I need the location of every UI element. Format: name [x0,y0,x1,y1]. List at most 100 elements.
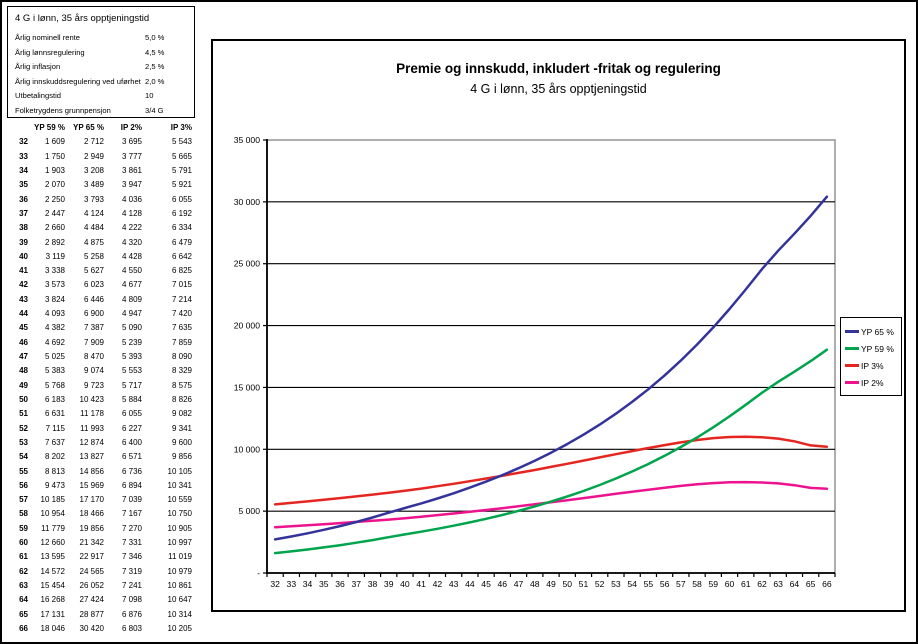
table-cell: 59 [19,523,28,533]
x-axis-label: 43 [449,579,459,589]
table-cell: 9 082 [171,409,192,419]
table-cell: 7 214 [171,294,192,304]
table-cell: 11 178 [80,409,104,419]
parameter-row: Årlig inflasjon 2,5 % [15,60,189,75]
table-cell: 10 205 [167,623,192,633]
table-cell: 6 446 [83,294,104,304]
table-cell: 3 119 [45,251,65,261]
table-cell: 49 [19,380,28,390]
legend-label: IP 2% [861,377,884,388]
series-line [273,195,829,541]
table-cell: 7 331 [121,538,142,548]
x-axis-label: 40 [400,579,410,589]
parameter-label: Årlig nominell rente [15,33,80,42]
table-cell: 10 105 [167,466,192,476]
x-axis-label: 57 [676,579,686,589]
table-cell: 10 185 [40,495,65,505]
table-row: 35 2 070 3 489 3 947 5 921 [12,178,194,192]
table-cell: 6 023 [83,280,104,290]
x-axis-label: 61 [741,579,751,589]
parameters-title: 4 G i lønn, 35 års opptjeningstid [15,13,150,24]
table-cell: 14 572 [40,566,65,576]
table-cell: 62 [19,566,28,576]
table-row: 52 7 115 11 993 6 227 9 341 [12,422,194,436]
parameter-row: Utbetalingstid 10 [15,89,189,104]
table-cell: 6 479 [171,237,192,247]
table-cell: 9 723 [83,380,104,390]
table-cell: 4 875 [83,237,104,247]
pension-data-table: YP 59 % YP 65 % IP 2% IP 3% 32 1 609 2 712 3 6… [12,121,194,636]
x-axis-label: 60 [725,579,735,589]
x-axis-label: 35 [319,579,329,589]
legend-item: YP 59 % [845,340,899,357]
chart-subtitle: 4 G i lønn, 35 års opptjeningstid [470,82,647,96]
table-cell: 63 [19,581,28,590]
table-cell: 3 208 [83,165,104,175]
table-cell: 6 803 [121,623,142,633]
table-cell: 5 921 [171,180,192,190]
table-cell: 5 553 [121,366,142,376]
table-cell: 47 [19,352,28,361]
table-row: 64 16 268 27 424 7 098 10 647 [12,593,194,607]
table-row: 45 4 382 7 387 5 090 7 635 [12,321,194,335]
table-cell: 10 861 [167,581,192,590]
x-axis-label: 46 [498,579,508,589]
table-cell: 6 876 [121,609,142,619]
parameter-label: Årlig innskuddsregulering ved uførhet [15,76,141,86]
parameter-row: Folketrygdens grunnpensjon 3/4 G [15,104,189,119]
table-row: 63 15 454 26 052 7 241 10 861 [12,579,194,593]
table-cell: 5 090 [121,323,142,333]
legend-item: IP 3% [845,357,899,374]
x-axis-label: 48 [530,579,540,589]
x-axis-label: 45 [481,579,491,589]
table-cell: 56 [19,480,28,490]
table-cell: 4 809 [121,294,142,304]
table-cell: 6 642 [171,251,192,261]
table-cell: 11 779 [41,523,65,533]
table-row: 39 2 892 4 875 4 320 6 479 [12,236,194,250]
table-header-cell: YP 59 % [34,123,65,132]
table-row: 57 10 185 17 170 7 039 10 559 [12,493,194,507]
table-cell: 4 382 [44,323,65,333]
table-cell: 17 131 [40,609,65,619]
table-header-cells: YP 59 % YP 65 % IP 2% IP 3% [12,121,194,135]
table-cell: 4 550 [121,266,142,276]
table-cell: 6 055 [121,409,142,419]
table-row: 40 3 119 5 258 4 428 6 642 [12,250,194,264]
table-row: 34 1 903 3 208 3 861 5 791 [12,164,194,178]
table-cell: 35 [19,180,28,190]
chart-frame[interactable]: Premie og innskudd, inkludert -fritak og… [211,39,906,612]
table-cell: 5 393 [121,352,142,361]
x-axis-label: 62 [757,579,767,589]
parameter-label: Folketrygdens grunnpensjon [15,105,111,115]
x-axis-label: 56 [660,579,670,589]
legend-line-swatch-icon [845,330,859,333]
table-cell: 21 342 [79,538,104,548]
table-row: 59 11 779 19 856 7 270 10 905 [12,522,194,536]
y-axis-label: 25 000 [234,259,261,269]
table-cell: 6 055 [171,194,192,204]
x-axis-label: 38 [368,579,378,589]
table-cell: 7 637 [44,437,65,447]
table-row: 38 2 660 4 484 4 222 6 334 [12,221,194,235]
table-cell: 7 270 [121,523,142,533]
table-row: 36 2 250 3 793 4 036 6 055 [12,193,194,207]
table-cell: 4 677 [121,280,142,290]
table-cell: 15 969 [79,480,104,490]
table-cell: 2 892 [44,237,65,247]
legend-label: YP 59 % [861,343,894,354]
table-cell: 6 227 [121,423,142,433]
table-cell: 38 [19,223,28,233]
table-cell: 8 813 [44,466,65,476]
table-cell: 37 [19,208,28,218]
chart-legend[interactable]: YP 65 % YP 59 % IP 3% IP 2% [840,317,902,396]
table-cell: 16 268 [40,595,65,605]
legend-line-swatch-icon [845,364,859,367]
table-cell: 7 241 [121,581,142,590]
chart-title: Premie og innskudd, inkludert -fritak og… [396,61,721,76]
table-cell: 53 [19,437,28,447]
table-cell: 33 [19,151,28,161]
parameter-value: 2,0 % [145,76,165,86]
table-cell: 4 320 [121,237,142,247]
x-axis-label: 65 [806,579,816,589]
